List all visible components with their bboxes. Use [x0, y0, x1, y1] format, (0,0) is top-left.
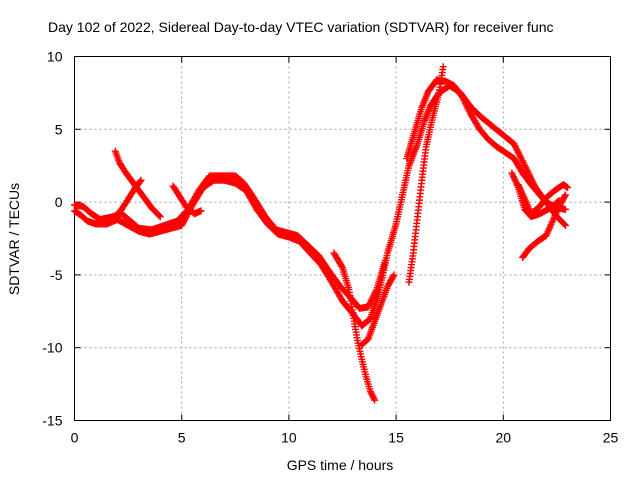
- data-point: [369, 293, 377, 301]
- data-series: [71, 63, 572, 404]
- data-point: [390, 271, 398, 279]
- series-track-g: [330, 249, 379, 404]
- x-tick-label: 5: [178, 430, 186, 446]
- data-point: [197, 207, 205, 215]
- chart-title: Day 102 of 2022, Sidereal Day-to-day VTE…: [48, 19, 554, 35]
- series-track-a: [71, 82, 569, 330]
- data-point: [561, 221, 569, 229]
- data-point: [389, 272, 397, 280]
- data-point: [111, 213, 119, 221]
- data-point: [462, 100, 470, 108]
- grid: [74, 56, 611, 421]
- series-track-c: [403, 76, 569, 229]
- data-point: [371, 396, 379, 404]
- data-point: [370, 292, 378, 300]
- data-point: [563, 183, 571, 191]
- data-point: [371, 289, 379, 297]
- data-point: [564, 184, 572, 192]
- y-tick-label: -5: [50, 267, 63, 283]
- data-point: [364, 303, 372, 311]
- data-point: [365, 301, 373, 309]
- x-axis-title: GPS time / hours: [287, 457, 394, 473]
- series-track-b: [71, 172, 389, 312]
- x-tick-label: 20: [496, 430, 512, 446]
- data-point: [155, 212, 163, 220]
- data-point: [370, 290, 378, 298]
- data-point: [338, 262, 346, 270]
- data-point: [561, 192, 569, 200]
- series-track-e: [111, 176, 145, 221]
- axis-ticks: 0 5 10 15 20 25 10 5 0 -5 -10 -15: [42, 49, 618, 446]
- data-point: [554, 197, 562, 205]
- data-point: [381, 256, 389, 264]
- data-point: [112, 212, 120, 220]
- y-tick-label: 0: [55, 194, 63, 210]
- data-point: [561, 191, 569, 199]
- data-point: [460, 96, 468, 104]
- series-track-i: [405, 63, 447, 286]
- x-tick-label: 15: [388, 430, 404, 446]
- data-point: [466, 108, 474, 116]
- data-point: [561, 205, 569, 213]
- series-track-l: [508, 169, 563, 221]
- series-track-j: [519, 191, 569, 261]
- series-track-h: [358, 271, 398, 349]
- data-point: [561, 220, 569, 228]
- x-tick-label: 0: [71, 430, 79, 446]
- data-point: [463, 103, 471, 111]
- data-point: [368, 295, 376, 303]
- x-tick-label: 25: [603, 430, 619, 446]
- data-point: [372, 287, 380, 295]
- y-tick-label: -15: [42, 413, 62, 429]
- data-point: [439, 63, 447, 71]
- y-tick-label: 5: [55, 121, 63, 137]
- data-point: [464, 104, 472, 112]
- y-tick-label: 10: [47, 49, 63, 65]
- y-axis-title: SDTVAR / TECUs: [6, 183, 22, 295]
- series-track-f: [169, 182, 205, 218]
- data-point: [367, 297, 375, 305]
- data-point: [366, 300, 374, 308]
- data-point: [367, 298, 375, 306]
- data-point: [459, 95, 467, 103]
- data-point: [462, 101, 470, 109]
- data-point: [459, 93, 467, 101]
- plot-frame: [74, 56, 611, 421]
- data-point: [555, 197, 563, 205]
- y-tick-label: -10: [42, 340, 62, 356]
- data-point: [156, 213, 164, 221]
- data-point: [461, 98, 469, 106]
- x-tick-label: 10: [281, 430, 297, 446]
- data-point: [465, 106, 473, 114]
